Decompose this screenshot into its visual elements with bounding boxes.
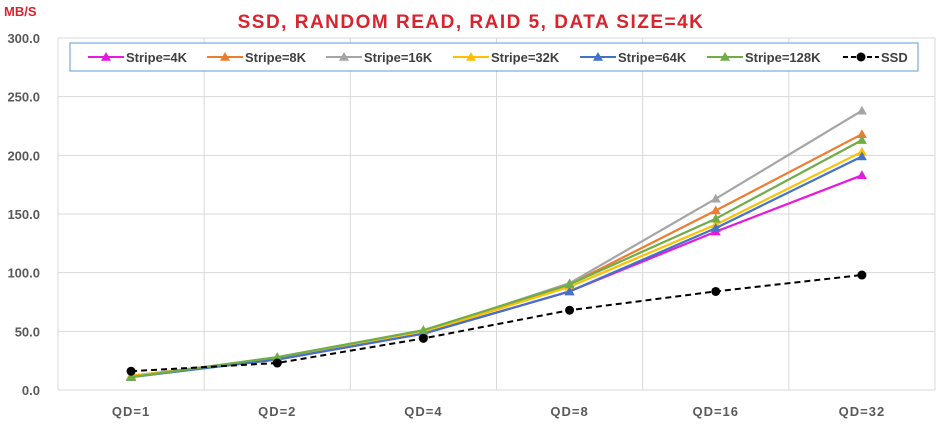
series-line-stripe-128k bbox=[130, 139, 863, 379]
y-tick-label: 250.0 bbox=[7, 90, 40, 105]
data-point bbox=[856, 135, 867, 144]
data-point bbox=[418, 333, 428, 343]
data-point bbox=[564, 286, 575, 296]
x-tick-label: QD=2 bbox=[258, 404, 296, 419]
y-tick-label: 0.0 bbox=[22, 383, 40, 398]
data-point bbox=[564, 279, 575, 289]
series-line-ssd bbox=[131, 274, 863, 373]
legend-marker bbox=[466, 52, 476, 61]
x-tick-label: QD=16 bbox=[692, 404, 739, 419]
y-tick-label: 50.0 bbox=[15, 324, 40, 339]
data-point bbox=[126, 366, 136, 376]
data-point bbox=[856, 151, 867, 161]
data-point bbox=[126, 372, 137, 381]
legend-marker bbox=[593, 52, 603, 61]
data-point bbox=[857, 270, 867, 280]
legend-entry: Stripe=128K bbox=[745, 50, 821, 65]
legend-marker bbox=[856, 52, 866, 62]
data-point bbox=[710, 223, 721, 232]
legend-entry: Stripe=32K bbox=[491, 50, 560, 65]
legend-entry: Stripe=64K bbox=[618, 50, 687, 65]
data-point bbox=[272, 352, 283, 361]
series-line-stripe-64k bbox=[130, 155, 863, 379]
x-tick-label: QD=1 bbox=[112, 404, 150, 419]
x-tick-label: QD=4 bbox=[404, 404, 442, 419]
data-point bbox=[711, 286, 721, 296]
legend-marker bbox=[720, 52, 730, 61]
legend-entry: Stripe=4K bbox=[126, 50, 188, 65]
data-point bbox=[856, 105, 867, 115]
data-point bbox=[565, 305, 575, 315]
legend-marker bbox=[220, 52, 230, 61]
x-tick-label: QD=8 bbox=[550, 404, 588, 419]
data-point bbox=[856, 129, 867, 138]
data-point bbox=[710, 193, 721, 203]
x-tick-label: QD=32 bbox=[839, 404, 886, 419]
data-point bbox=[710, 205, 721, 215]
data-point bbox=[856, 146, 867, 156]
legend-marker bbox=[101, 52, 111, 61]
y-tick-label: 300.0 bbox=[7, 31, 40, 46]
data-point bbox=[418, 325, 429, 334]
legend-entry: SSD bbox=[881, 50, 908, 65]
chart-title: SSD, RANDOM READ, RAID 5, DATA SIZE=4K bbox=[238, 12, 705, 33]
y-tick-label: 150.0 bbox=[7, 207, 40, 222]
y-axis-label: MB/S bbox=[4, 4, 37, 19]
data-point bbox=[272, 358, 282, 368]
legend-entry: Stripe=16K bbox=[364, 50, 433, 65]
y-tick-label: 200.0 bbox=[7, 148, 40, 163]
legend-marker bbox=[339, 52, 349, 61]
data-point bbox=[710, 213, 721, 223]
y-tick-label: 100.0 bbox=[7, 266, 40, 281]
legend-entry: Stripe=8K bbox=[245, 50, 307, 65]
data-point bbox=[856, 170, 867, 180]
